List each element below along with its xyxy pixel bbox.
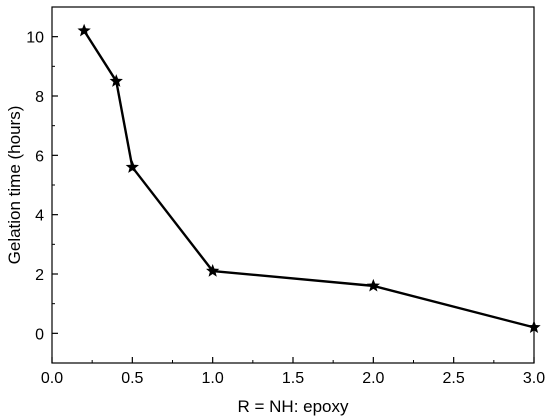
y-tick-label: 8 [35,89,44,106]
data-point-star [206,264,220,277]
x-axis: 0.0 0.5 1.0 1.5 2.0 2.5 3.0 [41,357,545,387]
data-point-star [77,23,91,37]
x-tick-label: 2.0 [362,370,384,387]
data-point-star [366,278,380,292]
data-point-star [109,74,123,87]
data-point-star [527,320,541,334]
x-tick-label: 1.0 [202,370,224,387]
x-tick-label: 0.5 [121,370,143,387]
data-point-star [125,160,139,173]
x-tick-label: 1.5 [282,370,304,387]
series-layer [77,23,541,334]
y-tick-label: 10 [26,30,44,47]
y-tick-label: 4 [35,208,44,225]
y-tick-label: 6 [35,148,44,165]
x-tick-label: 0.0 [41,370,63,387]
x-tick-label: 3.0 [523,370,545,387]
y-axis: 0 2 4 6 8 10 [26,6,58,364]
y-tick-label: 0 [35,326,44,343]
y-axis-title: Gelation time (hours) [5,106,24,265]
x-tick-label: 2.5 [443,370,465,387]
y-tick-label: 2 [35,267,44,284]
x-axis-title: R = NH: epoxy [237,397,349,416]
series-line [83,30,535,329]
